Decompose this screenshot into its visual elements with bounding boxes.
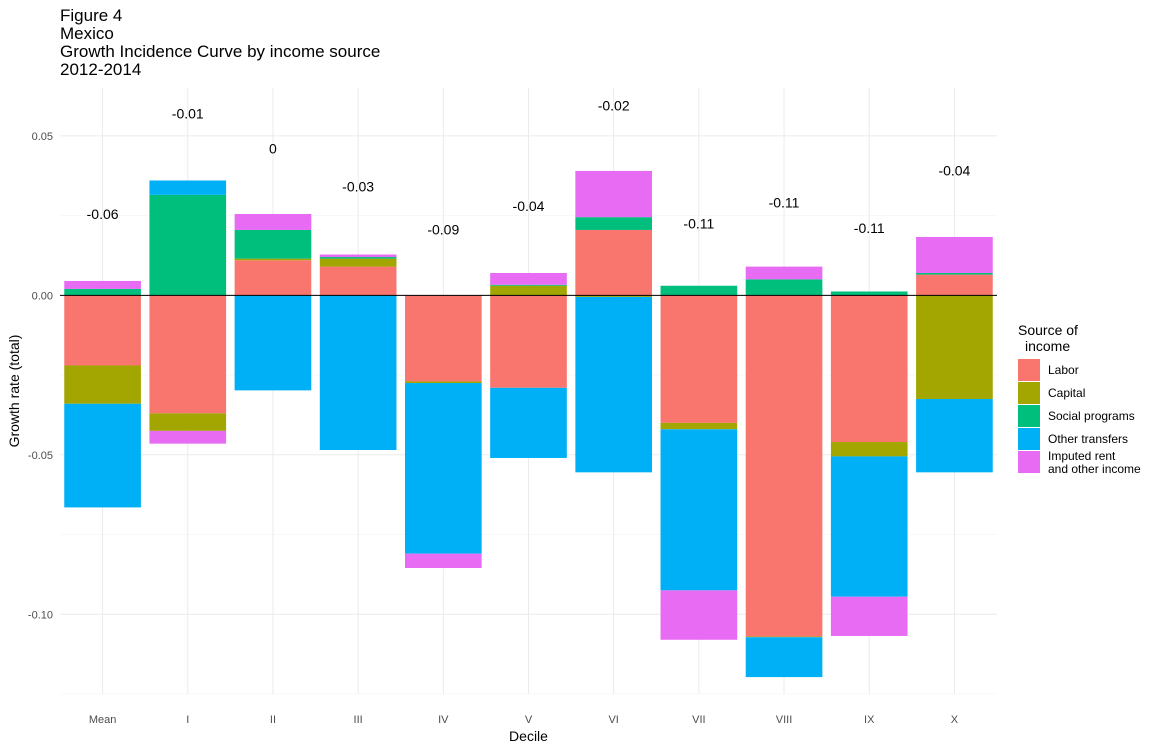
bar-segment-capital <box>319 258 397 267</box>
x-tick-label: VI <box>608 714 618 726</box>
legend-key-label: Labor <box>1048 363 1079 377</box>
bar-segment-social-programs <box>660 285 738 296</box>
bar-segment-capital <box>149 413 227 431</box>
bar-segment-imputed-rent-and-other-income <box>745 266 823 280</box>
total-label: -0.01 <box>172 105 204 121</box>
bar-segment-labor <box>830 295 908 443</box>
bar-segment-imputed-rent-and-other-income <box>404 553 482 569</box>
bar-segment-other-transfers <box>404 383 482 554</box>
bar-segment-imputed-rent-and-other-income <box>490 272 567 285</box>
legend-key-label: Imputed rent and other income <box>1048 449 1141 476</box>
bar-segment-labor <box>660 295 738 423</box>
bar-segment-imputed-rent-and-other-income <box>64 280 141 289</box>
bar-segment-labor <box>234 260 312 296</box>
bar-segment-other-transfers <box>660 429 738 591</box>
x-tick-label: VIII <box>776 714 793 726</box>
x-tick-label: IX <box>864 714 875 726</box>
bar-segment-imputed-rent-and-other-income <box>234 213 312 230</box>
bar-segment-capital <box>660 422 738 430</box>
total-label: 0 <box>269 140 277 156</box>
total-label: -0.04 <box>938 163 970 179</box>
bar-segment-capital <box>575 295 653 297</box>
y-axis-title: Growth rate (total) <box>6 335 22 448</box>
legend-key-label: Other transfers <box>1048 432 1128 446</box>
bar-segment-labor <box>575 229 653 296</box>
bar-segment-social-programs <box>319 257 397 259</box>
x-tick-label: IV <box>438 714 449 726</box>
bar-segment-social-programs <box>234 229 312 259</box>
bar-segment-other-transfers <box>234 295 312 391</box>
total-label: -0.03 <box>342 179 374 195</box>
bar-segment-labor <box>490 295 567 388</box>
x-axis-title: Decile <box>509 728 548 744</box>
bar-segment-capital <box>830 442 908 457</box>
bar-segment-social-programs <box>745 279 823 296</box>
total-label: -0.04 <box>513 198 545 214</box>
bar-segment-other-transfers <box>916 398 993 473</box>
legend-key-swatch <box>1018 405 1040 427</box>
x-tick-label: VII <box>692 714 705 726</box>
legend-key-swatch <box>1018 359 1040 381</box>
x-tick-label: III <box>354 714 363 726</box>
bar-segment-labor <box>745 295 823 637</box>
title-line-description: Growth Incidence Curve by income source <box>60 42 381 61</box>
bar-segment-other-transfers <box>575 296 653 473</box>
y-tick-label: 0.05 <box>32 131 53 143</box>
bar-segment-capital <box>64 365 141 404</box>
bar-segment-social-programs <box>64 288 141 296</box>
bar-segment-labor <box>404 295 482 382</box>
legend-key-swatch <box>1018 428 1040 450</box>
chart-title: Figure 4 Mexico Growth Incidence Curve b… <box>60 7 380 79</box>
title-line-country: Mexico <box>60 24 114 43</box>
bar-segment-capital <box>490 285 567 296</box>
total-label: -0.02 <box>598 97 630 113</box>
bar-segment-imputed-rent-and-other-income <box>830 596 908 636</box>
bar-segment-capital <box>234 258 312 261</box>
bar-segment-imputed-rent-and-other-income <box>660 590 738 640</box>
legend-key-swatch <box>1018 382 1040 404</box>
total-label: -0.11 <box>683 215 714 231</box>
total-label: -0.09 <box>427 222 459 238</box>
bar-segment-social-programs <box>916 272 993 275</box>
total-label: -0.06 <box>87 206 119 222</box>
x-tick-label: V <box>525 714 533 726</box>
bar-segment-social-programs <box>149 194 227 296</box>
bar-segment-labor <box>64 295 141 366</box>
bar-segment-social-programs <box>830 291 908 296</box>
title-line-period: 2012-2014 <box>60 60 142 79</box>
bar-segment-capital <box>404 381 482 384</box>
bar-segment-imputed-rent-and-other-income <box>149 430 227 444</box>
x-tick-label: X <box>951 714 959 726</box>
title-line-figure: Figure 4 <box>60 6 123 25</box>
x-tick-label: Mean <box>89 714 117 726</box>
bar-segment-imputed-rent-and-other-income <box>916 236 993 273</box>
legend-key-label: Social programs <box>1048 409 1135 423</box>
bar-segment-capital <box>916 295 993 399</box>
bar-segment-social-programs <box>490 284 567 286</box>
bar-segment-social-programs <box>575 217 653 230</box>
bar-segment-imputed-rent-and-other-income <box>319 254 397 258</box>
bar-segment-other-transfers <box>64 403 141 508</box>
bar-segment-labor <box>916 274 993 296</box>
bar-segment-other-transfers <box>490 387 567 458</box>
y-tick-label: -0.10 <box>28 609 53 621</box>
bar-segment-other-transfers <box>319 295 397 451</box>
bar-segment-labor <box>319 266 397 296</box>
bar-segment-other-transfers <box>149 180 227 195</box>
legend-key-swatch <box>1018 451 1040 473</box>
bar-segment-other-transfers <box>745 637 823 678</box>
y-tick-label: -0.05 <box>28 450 53 462</box>
bar-segment-imputed-rent-and-other-income <box>575 170 653 218</box>
total-label: -0.11 <box>769 195 800 211</box>
bar-segment-other-transfers <box>830 456 908 597</box>
bar-segment-capital <box>745 636 823 638</box>
legend-key-label: Capital <box>1048 386 1085 400</box>
bar-segment-labor <box>149 295 227 414</box>
x-tick-label: I <box>186 714 189 726</box>
total-label: -0.11 <box>854 220 885 236</box>
legend-title: Source of income <box>1018 322 1078 354</box>
y-tick-label: 0.00 <box>32 290 53 302</box>
x-tick-label: II <box>270 714 276 726</box>
